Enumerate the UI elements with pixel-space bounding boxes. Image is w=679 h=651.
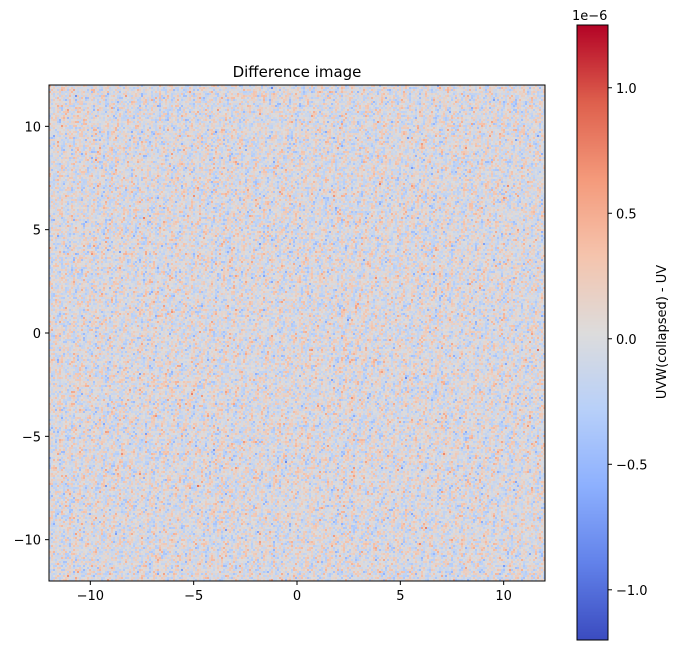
colorbar-tick-label: −0.5 <box>616 458 648 473</box>
x-axis: −10 −5 0 5 10 <box>77 581 512 604</box>
x-tick-label: 5 <box>396 589 404 604</box>
colorbar-gradient <box>577 25 608 640</box>
colorbar-tick-label: −1.0 <box>616 584 648 599</box>
colorbar-offset-text: 1e−6 <box>572 9 607 24</box>
heatmap-image <box>49 85 545 581</box>
colorbar-tick-label: 0.0 <box>616 333 637 348</box>
y-tick-label: −5 <box>22 430 41 445</box>
colorbar-frame <box>576 24 609 641</box>
colorbar-tick-label: 1.0 <box>616 82 637 97</box>
y-tick-label: −10 <box>14 534 41 549</box>
y-tick-label: 5 <box>33 224 41 239</box>
x-tick-label: −5 <box>184 589 203 604</box>
colorbar-label: UVW(collapsed) - UV <box>655 265 670 399</box>
plot-frame <box>48 84 546 582</box>
x-tick-label: 0 <box>293 589 301 604</box>
y-tick-label: 10 <box>24 120 41 135</box>
x-tick-label: 10 <box>495 589 512 604</box>
y-tick-label: 0 <box>33 327 41 342</box>
y-axis: −10 −5 0 5 10 <box>14 120 49 549</box>
chart-title: Difference image <box>233 63 362 81</box>
x-tick-label: −10 <box>77 589 104 604</box>
colorbar-axis: −1.0 −0.5 0.0 0.5 1.0 <box>608 82 648 599</box>
colorbar-tick-label: 0.5 <box>616 207 637 222</box>
